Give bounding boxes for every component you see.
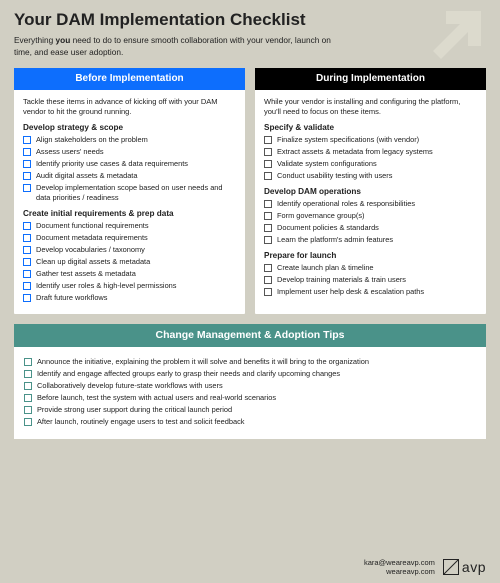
during-sec3-title: Prepare for launch [264,251,477,260]
check-label: Draft future workflows [36,293,107,303]
check-label: Identify and engage affected groups earl… [37,369,340,379]
checkbox-icon[interactable] [24,370,32,378]
check-label: Develop vocabularies / taxonomy [36,245,145,255]
check-label: Identify user roles & high-level permiss… [36,281,176,291]
checkbox-icon[interactable] [23,294,31,302]
checkbox-icon[interactable] [264,276,272,284]
checkbox-icon[interactable] [23,172,31,180]
check-label: Validate system configurations [277,159,377,169]
checkbox-icon[interactable] [264,148,272,156]
checkbox-icon[interactable] [23,258,31,266]
during-sec2-title: Develop DAM operations [264,187,477,196]
during-header: During Implementation [255,68,486,90]
during-card: During Implementation While your vendor … [255,68,486,314]
intro-pre: Everything [14,35,56,45]
check-label: Identify operational roles & responsibil… [277,199,415,209]
page-title: Your DAM Implementation Checklist [14,10,486,30]
checkbox-icon[interactable] [24,406,32,414]
tips-header: Change Management & Adoption Tips [14,324,486,347]
check-label: Conduct usability testing with users [277,171,392,181]
checkbox-icon[interactable] [264,200,272,208]
checkbox-icon[interactable] [24,358,32,366]
check-label: Assess users' needs [36,147,104,157]
during-lead: While your vendor is installing and conf… [264,97,477,117]
check-label: Before launch, test the system with actu… [37,393,276,403]
check-label: Audit digital assets & metadata [36,171,137,181]
check-label: Clean up digital assets & metadata [36,257,150,267]
check-label: Collaboratively develop future-state wor… [37,381,223,391]
before-lead: Tackle these items in advance of kicking… [23,97,236,117]
checkbox-icon[interactable] [23,136,31,144]
checkbox-icon[interactable] [264,224,272,232]
before-card: Before Implementation Tackle these items… [14,68,245,314]
check-label: Announce the initiative, explaining the … [37,357,369,367]
before-sec1-title: Develop strategy & scope [23,123,236,132]
check-label: Develop implementation scope based on us… [36,183,236,203]
tips-card: Change Management & Adoption Tips Announ… [14,324,486,439]
checkbox-icon[interactable] [24,394,32,402]
check-label: Document policies & standards [277,223,379,233]
checkbox-icon[interactable] [264,288,272,296]
check-label: Learn the platform's admin features [277,235,393,245]
check-label: Create launch plan & timeline [277,263,374,273]
checkbox-icon[interactable] [264,172,272,180]
before-sec2-title: Create initial requirements & prep data [23,209,236,218]
checkbox-icon[interactable] [264,160,272,168]
logo-text: avp [462,559,486,575]
before-header: Before Implementation [14,68,245,90]
checkbox-icon[interactable] [23,160,31,168]
check-label: Implement user help desk & escalation pa… [277,287,424,297]
checkbox-icon[interactable] [24,382,32,390]
logo-mark-icon [443,559,459,575]
check-label: Align stakeholders on the problem [36,135,148,145]
check-label: Form governance group(s) [277,211,365,221]
avp-logo: avp [443,559,486,575]
checkbox-icon[interactable] [23,270,31,278]
checkbox-icon[interactable] [23,148,31,156]
checkbox-icon[interactable] [23,184,31,192]
checkbox-icon[interactable] [264,212,272,220]
checkbox-icon[interactable] [264,136,272,144]
footer-site: weareavp.com [364,567,435,577]
footer-email: kara@weareavp.com [364,558,435,568]
checkbox-icon[interactable] [23,246,31,254]
checkbox-icon[interactable] [23,282,31,290]
footer: kara@weareavp.com weareavp.com avp [364,558,486,578]
during-sec1-title: Specify & validate [264,123,477,132]
checkbox-icon[interactable] [264,264,272,272]
intro-text: Everything you need to do to ensure smoo… [14,34,344,58]
check-label: After launch, routinely engage users to … [37,417,244,427]
check-label: Provide strong user support during the c… [37,405,232,415]
checkbox-icon[interactable] [24,418,32,426]
check-label: Develop training materials & train users [277,275,406,285]
checkbox-icon[interactable] [23,234,31,242]
check-label: Extract assets & metadata from legacy sy… [277,147,433,157]
check-label: Gather test assets & metadata [36,269,136,279]
checkbox-icon[interactable] [264,236,272,244]
check-label: Document functional requirements [36,221,149,231]
checkbox-icon[interactable] [23,222,31,230]
check-label: Identify priority use cases & data requi… [36,159,188,169]
intro-bold: you [56,35,71,45]
check-label: Document metadata requirements [36,233,148,243]
check-label: Finalize system specifications (with ven… [277,135,419,145]
